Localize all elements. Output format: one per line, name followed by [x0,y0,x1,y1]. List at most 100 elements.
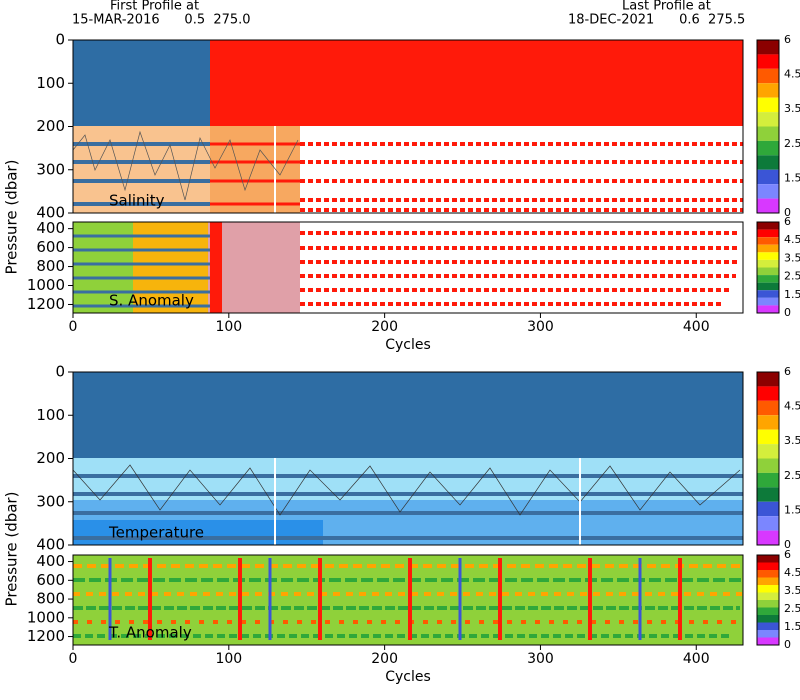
x-tick-label: 400 [683,319,710,335]
x-tick-label: 300 [527,651,554,667]
colorbar-tick-label: 0 [784,306,791,319]
colorbar-tick-label: 3.5 [784,584,800,597]
colorbar-band [757,83,779,98]
first-title: First Profile at [110,0,199,14]
panel-frame [72,554,744,646]
colorbar-tick-label: 6 [784,33,791,46]
colorbar-tick-label: 2.5 [784,137,800,150]
x-tick-label: 300 [527,319,554,335]
colorbar-band [757,530,779,545]
colorbar-tick-label: 4.5 [784,566,800,579]
colorbar-band [757,516,779,531]
colorbar-tick-label: 3.5 [784,251,800,264]
colorbar-band [757,570,779,578]
y-tick-label: 600 [36,238,65,256]
y-axis-label: Pressure (dbar) [3,160,21,275]
colorbar-band [757,40,779,55]
panel-frame [72,221,744,314]
colorbar-tick-label: 6 [784,365,791,378]
x-tick-label: 400 [683,651,710,667]
colorbar-band [757,297,779,306]
colorbar-band [757,267,779,276]
colorbar-tick-label: 6 [784,215,791,228]
colorbar-band [757,592,779,600]
colorbar-band [757,198,779,213]
colorbar-frame [756,221,780,314]
colorbar-tick-label: 1.5 [784,503,800,516]
colorbar-band [757,615,779,623]
colorbar-band [757,54,779,69]
y-tick-label: 400 [36,219,65,237]
colorbar-band [757,386,779,401]
y-tick-label: 800 [36,257,65,275]
colorbar-tick-label: 0 [784,206,791,219]
salinity-field [72,40,743,213]
colorbar-band [757,622,779,630]
x-axis-label: Cycles [385,669,431,685]
panel-label: Temperature [108,524,204,542]
y-tick-label: 300 [36,492,65,510]
colorbar-band [757,229,779,238]
y-tick-label: 200 [36,449,65,467]
colorbar-band [757,458,779,473]
colorbar-band [757,501,779,517]
y-axis-label: Pressure (dbar) [3,492,21,607]
colorbar-band [757,252,779,260]
x-tick-label: 100 [215,319,242,335]
x-tick-label: 200 [371,651,398,667]
colorbar-tick-label: 1.5 [784,171,800,184]
colorbar-band [757,400,779,416]
colorbar-band [757,222,779,230]
colorbar-tick-label: 4.5 [784,400,800,413]
colorbar-band [757,637,779,645]
colorbar-band [757,259,779,268]
x-tick-label: 100 [215,651,242,667]
x-tick-label: 0 [69,319,78,335]
y-tick-label: 400 [36,536,65,554]
colorbar-band [757,444,779,459]
colorbar-band [757,290,779,298]
colorbar-band [757,169,779,185]
colorbar-band [757,155,779,170]
colorbar-band [757,126,779,141]
panel-label: S. Anomaly [109,292,194,310]
y-tick-label: 800 [36,590,65,608]
colorbar-tick-label: 0 [784,538,791,551]
colorbar-tick-label: 3.5 [784,434,800,447]
colorbar-tick-label: 6 [784,548,791,561]
colorbar-tick-label: 1.5 [784,620,800,633]
last-info: 18-DEC-2021 0.6 275.5 [568,13,745,28]
y-tick-label: 300 [36,160,65,178]
colorbar-band [757,487,779,502]
last-title: Last Profile at [622,0,711,14]
x-tick-label: 0 [69,651,78,667]
colorbar-tick-label: 1.5 [784,288,800,301]
colorbar-band [757,585,779,593]
colorbar-band [757,184,779,199]
temperature-field [72,372,743,545]
colorbar-band [757,607,779,615]
first-info: 15-MAR-2016 0.5 275.0 [72,13,251,28]
temperature-anomaly-field [73,555,743,645]
y-tick-label: 400 [36,552,65,570]
y-tick-label: 0 [55,31,65,49]
colorbar-band [757,275,779,283]
colorbar-frame [756,554,780,646]
colorbar-band [757,244,779,253]
y-tick-label: 100 [36,406,65,424]
colorbar-tick-label: 2.5 [784,469,800,482]
colorbar-tick-label: 0 [784,638,791,651]
colorbar-band [757,577,779,585]
colorbar-band [757,97,779,113]
colorbar-frame [756,39,780,214]
colorbar-band [757,237,779,245]
panel-label: T. Anomaly [108,624,192,642]
x-axis-label: Cycles [385,337,431,353]
y-tick-label: 1200 [27,295,65,313]
salinity-anomaly-field [73,222,740,313]
colorbar-band [757,600,779,608]
colorbar-tick-label: 4.5 [784,68,800,81]
colorbar-band [757,415,779,430]
colorbar-tick-label: 2.5 [784,270,800,283]
colorbar-band [757,282,779,291]
